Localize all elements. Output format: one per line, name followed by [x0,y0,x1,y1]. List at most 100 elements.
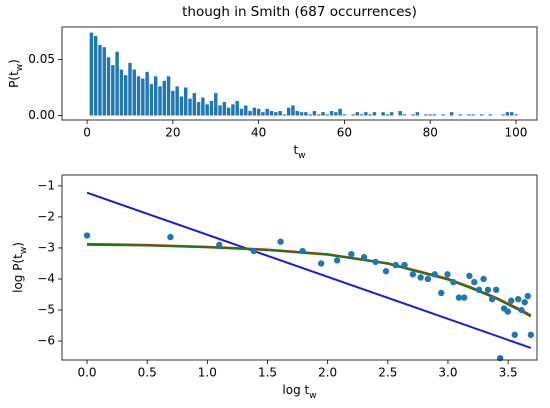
bar [201,97,205,116]
bar [424,114,428,116]
bar [334,112,338,116]
bar [274,112,278,116]
point [461,294,468,301]
x-axis-label: tw [293,143,305,161]
y-tick-label: −3 [37,240,55,254]
point [409,271,417,278]
bar [106,57,111,116]
bar [98,44,102,116]
bar [338,108,342,116]
line [86,191,532,349]
bar [115,51,119,116]
point [504,308,511,315]
bar [428,114,432,116]
line [87,243,532,318]
bar [265,108,269,116]
bar [291,105,295,116]
bar [381,112,385,116]
point [518,306,525,314]
bar [415,112,420,116]
bar [89,32,94,116]
point [524,292,532,300]
bar [278,111,282,116]
point [508,297,515,304]
bar [184,87,188,116]
bar [471,114,475,116]
bar [222,102,227,116]
point [450,278,457,286]
bar [295,111,299,116]
bar [286,107,291,116]
bar [505,112,510,116]
bar [364,112,368,116]
x-tick-label: 3.5 [499,366,518,380]
bar [342,114,347,116]
y-axis-label: P(tw) [7,59,25,88]
x-tick-label: 2.0 [318,366,337,380]
bar [355,112,360,116]
bar [282,114,287,116]
x-tick-label: 100 [505,126,528,140]
bar [321,112,325,116]
bar [244,105,248,116]
x-tick-label: 0.5 [138,366,157,380]
point [438,289,445,297]
bar [196,102,201,116]
point [511,331,518,339]
point [333,257,341,264]
bar [166,76,171,116]
x-tick-label: 20 [165,126,180,140]
bar [248,111,252,116]
bar [175,86,179,116]
point [83,232,91,239]
bar [304,112,308,116]
bar [136,76,141,116]
axes-frame [61,26,538,121]
y-tick-label: 0.00 [28,108,55,122]
point [466,272,473,280]
point [317,260,325,267]
point [480,275,487,283]
bar [252,107,257,116]
y-tick-label: −4 [37,271,55,285]
bar [261,112,265,116]
bar [269,111,274,116]
bar [205,104,209,116]
bar [316,114,321,116]
y-axis-label-part: w [15,64,25,71]
bar [458,114,462,116]
bar [123,75,128,116]
y-axis-label-part: log P(t [11,254,25,293]
x-tick-label: 80 [423,126,438,140]
x-tick-label: 60 [337,126,352,140]
point [444,271,451,278]
point [167,233,174,241]
bar [188,98,192,116]
bar [398,111,402,116]
bar [372,112,377,116]
bar [209,100,214,116]
bar [235,100,239,116]
bar [171,90,175,116]
bar [153,76,158,116]
bar [214,93,218,116]
bar [467,114,471,116]
y-tick-label: 0.05 [28,52,55,66]
bar [449,112,454,116]
bar [111,65,115,116]
bar [514,114,518,116]
point [401,261,408,269]
point [424,275,432,283]
x-tick-label: 3.0 [438,366,457,380]
y-tick-label: −5 [37,303,55,317]
bar [441,114,445,116]
bar [128,62,132,116]
bar [389,112,394,116]
bar [226,107,231,116]
y-axis-label-part: P(t [7,71,21,88]
bar [218,105,222,116]
x-tick-label: 0 [83,126,91,140]
point [372,258,379,266]
point [277,238,284,245]
